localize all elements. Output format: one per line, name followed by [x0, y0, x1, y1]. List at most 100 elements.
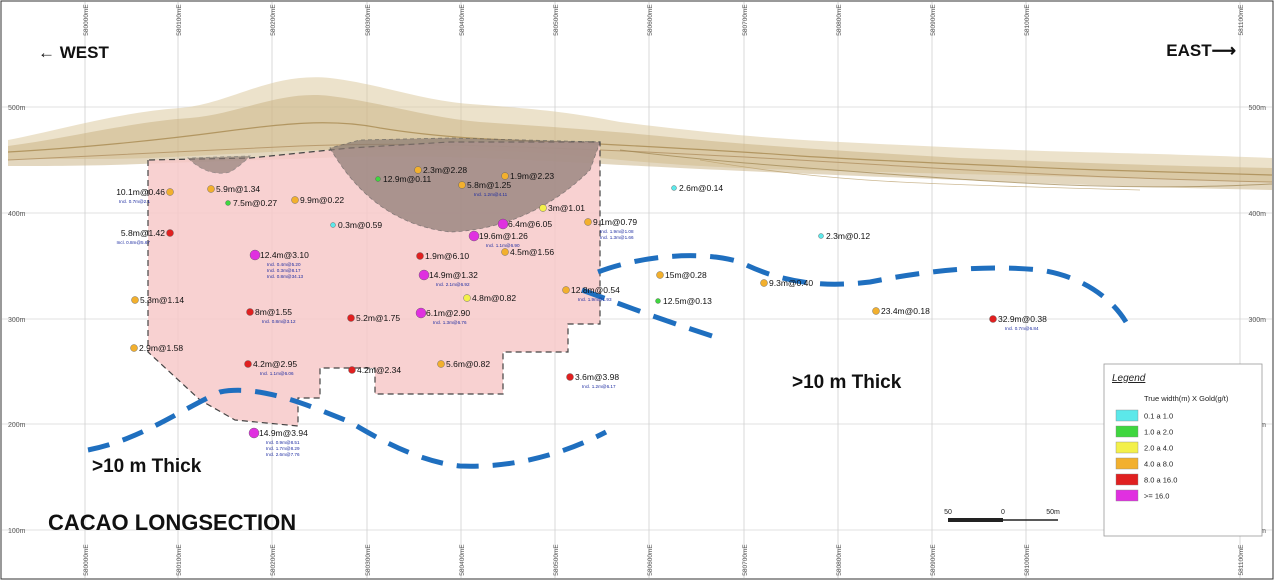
easting-labels: 580000mE 580000mE 580100mE 580100mE 580200mE… — [83, 4, 1245, 576]
intercept-label: 4.8m@0.82 — [472, 293, 516, 303]
intercept-dot — [989, 315, 997, 323]
intercept-label: 6.4m@6.05 — [508, 219, 552, 229]
intercept-label: 9.9m@0.22 — [300, 195, 344, 205]
intercept-label: 1.9m@6.10 — [425, 251, 469, 261]
elevation-label-left: 400m — [8, 211, 26, 218]
legend-subtitle: True width(m) X Gold(g/t) — [1144, 394, 1229, 403]
intercept-label: 3m@1.01 — [548, 203, 585, 213]
direction-east: EAST⟶ — [1166, 41, 1236, 60]
intercept-dot — [468, 230, 480, 242]
thickness-outline-lower — [87, 387, 608, 469]
intercept-label: 12.5m@0.13 — [663, 296, 712, 306]
page-title: CACAO LONGSECTION — [48, 510, 296, 535]
intercept-incl: Incl. 0.7m@2.1 — [119, 199, 150, 204]
easting-label-top: 580100mE — [176, 4, 183, 36]
intercept-dot — [656, 271, 664, 279]
intercept-incl: Incl. 0.8m@34.13 — [267, 274, 304, 279]
intercept-marker: 4.2m@2.95 Incl. 1.1m@6.06 — [244, 359, 297, 376]
intercept-marker: 15m@0.28 — [656, 270, 707, 280]
intercept-marker: 4.5m@1.56 — [501, 247, 554, 257]
scale-label-left: 50 — [944, 509, 952, 516]
easting-label-top: 580000mE — [83, 4, 90, 36]
intercept-incl: Incl. 1.7m@8.29 — [266, 446, 300, 451]
intercept-label: 5.8m@1.42 — [121, 228, 165, 238]
elevation-label-left: 500m — [8, 105, 26, 112]
intercept-label: 12.4m@3.10 — [260, 250, 309, 260]
scale-bar: 50 0 50m — [944, 509, 1060, 522]
intercept-incl: Incl. 1.9m@1.93 — [578, 297, 612, 302]
thickness-label-right: >10 m Thick — [792, 372, 902, 393]
easting-label-bottom: 580600mE — [647, 544, 654, 576]
legend-item: 2.0 a 4.0 — [1115, 441, 1173, 454]
elevation-label-left: 300m — [8, 317, 26, 324]
intercept-dot — [497, 218, 509, 230]
intercept-marker: 9.9m@0.22 — [291, 195, 344, 205]
legend-label: 1.0 a 2.0 — [1144, 428, 1173, 437]
elevation-label-left: 200m — [8, 422, 26, 429]
intercept-label: 32.9m@0.38 — [998, 314, 1047, 324]
intercept-label: 5.3m@1.14 — [140, 295, 184, 305]
easting-label-top: 580700mE — [742, 4, 749, 36]
intercept-label: 19.6m@1.26 — [479, 231, 528, 241]
intercept-dot — [872, 307, 880, 315]
intercept-dot — [166, 229, 174, 237]
legend-swatch — [1115, 473, 1139, 486]
intercept-marker: 7.5m@0.27 — [225, 198, 277, 208]
intercept-marker: 4.2m@2.34 — [348, 365, 401, 375]
intercept-label: 2.3m@2.28 — [423, 165, 467, 175]
easting-label-top: 580600mE — [647, 4, 654, 36]
easting-label-bottom: 580100mE — [176, 544, 183, 576]
intercept-marker: 12.9m@0.11 — [375, 174, 431, 184]
easting-label-top: 580900mE — [930, 4, 937, 36]
intercept-incl: Incl. 0.3m@8.17 — [267, 268, 301, 273]
intercept-label: 5.2m@1.75 — [356, 313, 400, 323]
intercept-dot — [501, 172, 509, 180]
intercept-dot — [655, 298, 661, 304]
easting-label-bottom: 580000mE — [83, 544, 90, 576]
legend-item: 4.0 a 8.0 — [1115, 457, 1173, 470]
legend: Legend True width(m) X Gold(g/t) 0.1 a 1… — [1103, 363, 1263, 537]
intercept-marker: 12.5m@0.13 — [655, 296, 712, 306]
intercept-incl: Incl. 0.7m@6.84 — [1005, 326, 1039, 331]
legend-item: 0.1 a 1.0 — [1115, 409, 1173, 422]
intercept-incl: Incl. 1.2m@6.17 — [582, 384, 616, 389]
intercept-marker: 2.3m@0.12 — [818, 231, 870, 241]
intercept-marker: 14.9m@1.32 Incl. 2.1m@6.92 — [418, 269, 478, 287]
intercept-label: 2.3m@0.12 — [826, 231, 870, 241]
intercept-dot — [348, 366, 356, 374]
intercept-dot — [375, 176, 381, 182]
elevation-label-right: 300m — [1248, 317, 1266, 324]
intercept-dot — [225, 200, 231, 206]
intercept-label: 15m@0.28 — [665, 270, 707, 280]
easting-label-top: 580200mE — [270, 4, 277, 36]
intercept-dot — [584, 218, 592, 226]
easting-label-top: 581100mE — [1238, 4, 1245, 36]
intercept-dot — [291, 196, 299, 204]
legend-swatch — [1115, 489, 1139, 502]
easting-label-top: 581000mE — [1024, 4, 1031, 36]
intercept-dot — [562, 286, 570, 294]
intercept-marker: 3m@1.01 — [539, 203, 585, 213]
legend-swatch — [1115, 441, 1139, 454]
elevation-label-left: 100m — [8, 528, 26, 535]
intercept-dot — [415, 307, 427, 319]
intercept-marker: 5.9m@1.34 — [207, 184, 260, 194]
intercept-dot — [671, 185, 677, 191]
intercept-dot — [458, 181, 466, 189]
intercept-label: 1.9m@2.23 — [510, 171, 554, 181]
intercept-label: 2.6m@0.14 — [679, 183, 723, 193]
intercept-label: 5.9m@1.34 — [216, 184, 260, 194]
intercept-incl: Incl. 0.8m@3.12 — [262, 319, 296, 324]
intercept-label: 14.9m@1.32 — [429, 270, 478, 280]
intercept-label: 2.9m@1.58 — [139, 343, 183, 353]
easting-label-bottom: 581100mE — [1238, 544, 1245, 576]
legend-swatch — [1115, 409, 1139, 422]
intercept-dot — [131, 296, 139, 304]
intercept-dot — [246, 308, 254, 316]
intercept-incl: Incl. 0.8m@5.67 — [116, 240, 150, 245]
elevation-label-right: 400m — [1248, 211, 1266, 218]
intercept-dot — [539, 204, 547, 212]
intercept-label: 5.8m@1.25 — [467, 180, 511, 190]
